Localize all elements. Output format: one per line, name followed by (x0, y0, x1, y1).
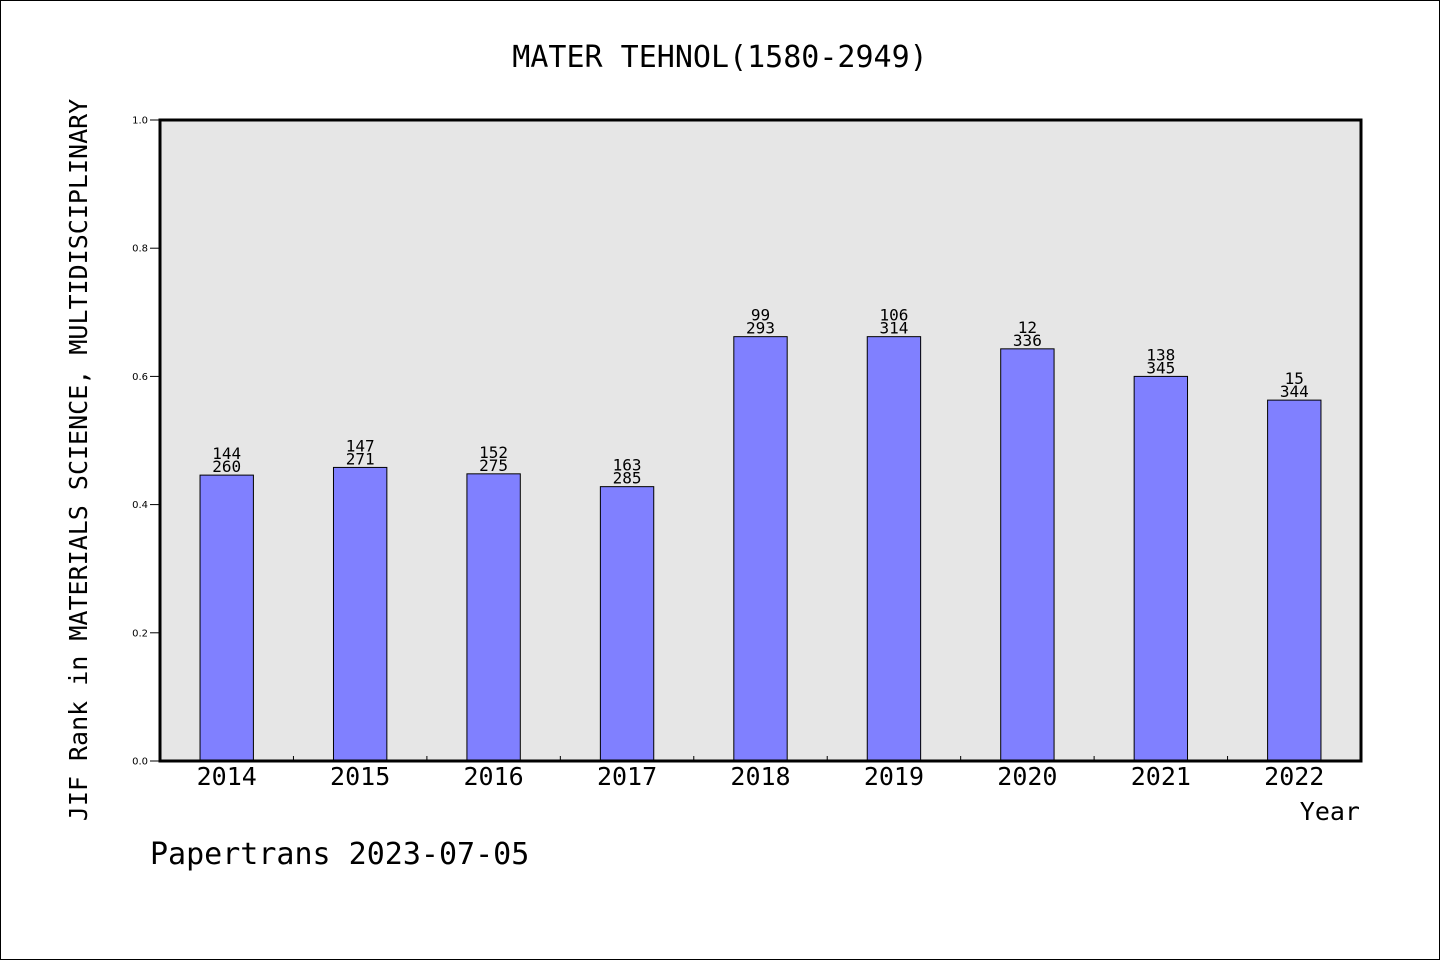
bar-total-label: 271 (346, 449, 375, 468)
bar (733, 336, 788, 762)
y-tick-label: 0.4 (132, 500, 148, 511)
bar (199, 474, 254, 762)
bar-total-label: 275 (479, 456, 508, 475)
bar-rank-label: 138 (1146, 345, 1175, 364)
y-tick-label: 0.6 (132, 372, 148, 383)
y-tick-label: 0.2 (132, 628, 148, 639)
plot-border (158, 118, 1363, 763)
bar-total-label: 293 (746, 319, 775, 338)
bar (866, 336, 922, 762)
y-axis-label: JIF Rank in MATERIALS SCIENCE, MULTIDISC… (64, 99, 93, 821)
bar-rank-label: 144 (212, 444, 241, 463)
x-tick-label: 2019 (864, 762, 924, 791)
y-axis-ticks: 0.0 0.2 0.4 0.6 0.8 1.0 (132, 116, 160, 768)
bar-rank-label: 106 (879, 306, 908, 325)
bar-rank-label: 99 (751, 306, 770, 325)
x-tick-label: 2022 (1264, 762, 1324, 791)
x-tick-label: 2021 (1131, 762, 1191, 791)
x-axis-label: Year (1300, 797, 1360, 826)
bar-total-label: 285 (613, 469, 642, 488)
bar-total-label: 344 (1280, 382, 1309, 401)
bar-rank-label: 15 (1285, 369, 1304, 388)
bar-total-label: 345 (1146, 358, 1175, 377)
x-tick-label: 2016 (464, 762, 524, 791)
bar (599, 486, 655, 762)
bar-rank-label: 12 (1018, 318, 1037, 337)
bar (1000, 348, 1055, 762)
bar-total-label: 336 (1013, 331, 1042, 350)
bar-series (199, 336, 1322, 762)
x-tick-label: 2015 (330, 762, 390, 791)
bar (1133, 375, 1189, 762)
x-axis-ticks: 2014 2015 2016 2017 2018 2019 2020 2021 2022 (197, 756, 1324, 791)
y-tick-label: 0.8 (132, 244, 148, 255)
x-tick-label: 2018 (730, 762, 790, 791)
x-tick-label: 2017 (597, 762, 657, 791)
bar-rank-label: 152 (479, 443, 508, 462)
bar-rank-label: 163 (613, 456, 642, 475)
x-tick-label: 2014 (197, 762, 257, 791)
bar (466, 473, 521, 762)
bar-total-label: 260 (212, 457, 241, 476)
bar (332, 466, 388, 762)
bar-rank-label: 147 (346, 436, 375, 455)
chart-title: MATER TEHNOL(1580-2949) (512, 40, 927, 75)
footer-watermark: Papertrans 2023-07-05 (150, 837, 529, 872)
bar (1267, 399, 1322, 762)
y-tick-label: 0.0 (132, 757, 148, 768)
x-tick-label: 2020 (997, 762, 1057, 791)
y-tick-label: 1.0 (132, 116, 148, 127)
bar-total-label: 314 (879, 319, 908, 338)
